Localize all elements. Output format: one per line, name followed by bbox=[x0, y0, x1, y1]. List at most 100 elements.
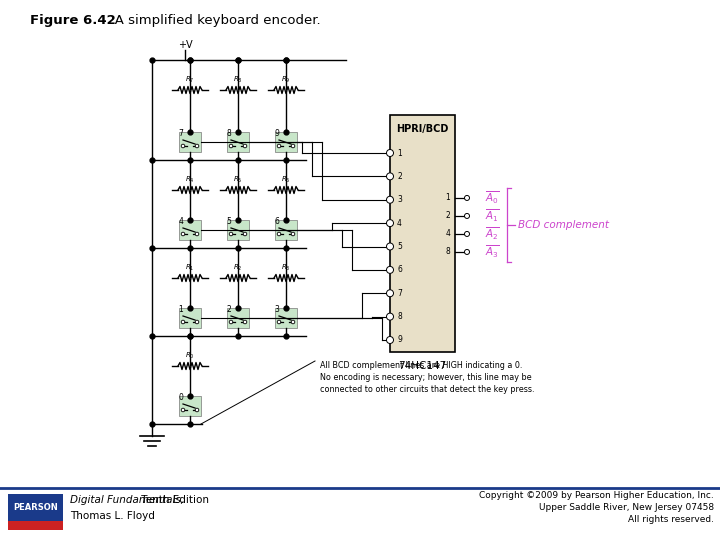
Bar bbox=[179, 396, 201, 416]
Circle shape bbox=[229, 320, 233, 324]
Circle shape bbox=[387, 313, 394, 320]
Bar bbox=[8, 521, 63, 530]
Circle shape bbox=[387, 150, 394, 157]
Text: 1: 1 bbox=[179, 305, 184, 314]
Text: $R_6$: $R_6$ bbox=[281, 175, 291, 185]
Text: 0: 0 bbox=[179, 393, 184, 402]
Text: Digital Fundamentals,: Digital Fundamentals, bbox=[70, 495, 184, 505]
Circle shape bbox=[195, 320, 199, 324]
Circle shape bbox=[181, 408, 185, 412]
Text: 7: 7 bbox=[179, 129, 184, 138]
Circle shape bbox=[181, 232, 185, 236]
Circle shape bbox=[195, 408, 199, 412]
Text: $R_3$: $R_3$ bbox=[282, 263, 291, 273]
Text: 8: 8 bbox=[445, 247, 450, 256]
Circle shape bbox=[387, 173, 394, 180]
Text: +V: +V bbox=[178, 40, 192, 50]
Bar bbox=[227, 308, 249, 328]
Text: $R_1$: $R_1$ bbox=[185, 263, 194, 273]
Text: 2: 2 bbox=[227, 305, 231, 314]
Circle shape bbox=[195, 144, 199, 148]
Circle shape bbox=[277, 144, 281, 148]
Text: $\overline{A_1}$: $\overline{A_1}$ bbox=[485, 208, 500, 224]
Circle shape bbox=[464, 232, 469, 237]
Text: 4: 4 bbox=[397, 219, 402, 228]
Circle shape bbox=[181, 320, 185, 324]
Bar bbox=[227, 132, 249, 152]
Circle shape bbox=[243, 320, 247, 324]
Circle shape bbox=[464, 249, 469, 254]
Circle shape bbox=[243, 144, 247, 148]
Circle shape bbox=[387, 220, 394, 227]
Text: 3: 3 bbox=[274, 305, 279, 314]
Text: 74HC147: 74HC147 bbox=[398, 361, 446, 371]
Text: PEARSON: PEARSON bbox=[13, 503, 58, 511]
Text: $R_2$: $R_2$ bbox=[233, 263, 243, 273]
Text: $R_9$: $R_9$ bbox=[282, 75, 291, 85]
Text: Figure 6.42   A simplified keyboard encoder.: Figure 6.42 A simplified keyboard encode… bbox=[30, 14, 323, 27]
Bar bbox=[275, 132, 297, 152]
Text: 7: 7 bbox=[397, 289, 402, 298]
Text: $\overline{A_0}$: $\overline{A_0}$ bbox=[485, 190, 500, 206]
Circle shape bbox=[277, 320, 281, 324]
Text: No encoding is necessary; however, this line may be: No encoding is necessary; however, this … bbox=[320, 373, 531, 381]
Circle shape bbox=[387, 290, 394, 297]
Text: 9: 9 bbox=[397, 335, 402, 345]
Text: 2: 2 bbox=[397, 172, 402, 181]
Text: 5: 5 bbox=[227, 217, 231, 226]
Bar bbox=[8, 494, 63, 530]
Circle shape bbox=[195, 232, 199, 236]
Text: 9: 9 bbox=[274, 129, 279, 138]
Text: A simplified keyboard encoder.: A simplified keyboard encoder. bbox=[102, 14, 320, 27]
Circle shape bbox=[243, 232, 247, 236]
Text: $R_7$: $R_7$ bbox=[185, 75, 194, 85]
Text: HPRI/BCD: HPRI/BCD bbox=[396, 124, 449, 134]
Bar bbox=[179, 220, 201, 240]
Circle shape bbox=[387, 196, 394, 203]
Text: $\overline{A_3}$: $\overline{A_3}$ bbox=[485, 244, 500, 260]
Circle shape bbox=[464, 195, 469, 200]
Text: 2: 2 bbox=[445, 212, 450, 220]
Text: All BCD complement lines are HIGH indicating a 0.: All BCD complement lines are HIGH indica… bbox=[320, 361, 523, 369]
Circle shape bbox=[387, 243, 394, 250]
Text: connected to other circuits that detect the key press.: connected to other circuits that detect … bbox=[320, 384, 534, 394]
Text: Figure 6.42: Figure 6.42 bbox=[30, 14, 116, 27]
Bar bbox=[179, 132, 201, 152]
Text: Upper Saddle River, New Jersey 07458: Upper Saddle River, New Jersey 07458 bbox=[539, 503, 714, 512]
Circle shape bbox=[387, 266, 394, 273]
Bar bbox=[390, 115, 455, 352]
Text: 1: 1 bbox=[445, 193, 450, 202]
Text: 8: 8 bbox=[227, 129, 231, 138]
Bar bbox=[227, 220, 249, 240]
Circle shape bbox=[291, 144, 294, 148]
Text: 8: 8 bbox=[397, 312, 402, 321]
Text: BCD complement: BCD complement bbox=[518, 220, 609, 230]
Bar bbox=[275, 220, 297, 240]
Circle shape bbox=[387, 336, 394, 343]
Text: $R_0$: $R_0$ bbox=[185, 351, 195, 361]
Text: 4: 4 bbox=[179, 217, 184, 226]
Text: All rights reserved.: All rights reserved. bbox=[628, 516, 714, 524]
Text: $\overline{A_2}$: $\overline{A_2}$ bbox=[485, 226, 500, 242]
Text: 1: 1 bbox=[397, 148, 402, 158]
Text: $R_5$: $R_5$ bbox=[233, 175, 243, 185]
Circle shape bbox=[181, 144, 185, 148]
Circle shape bbox=[277, 232, 281, 236]
Text: Thomas L. Floyd: Thomas L. Floyd bbox=[70, 511, 155, 521]
Text: 5: 5 bbox=[397, 242, 402, 251]
Text: Copyright ©2009 by Pearson Higher Education, Inc.: Copyright ©2009 by Pearson Higher Educat… bbox=[480, 491, 714, 501]
Text: $R_8$: $R_8$ bbox=[233, 75, 243, 85]
Text: 4: 4 bbox=[445, 230, 450, 239]
Bar bbox=[275, 308, 297, 328]
Circle shape bbox=[229, 232, 233, 236]
Text: 3: 3 bbox=[397, 195, 402, 204]
Circle shape bbox=[291, 320, 294, 324]
Circle shape bbox=[464, 213, 469, 219]
Circle shape bbox=[291, 232, 294, 236]
Text: $R_4$: $R_4$ bbox=[185, 175, 195, 185]
Circle shape bbox=[229, 144, 233, 148]
Bar bbox=[179, 308, 201, 328]
Text: 6: 6 bbox=[274, 217, 279, 226]
Text: 6: 6 bbox=[397, 265, 402, 274]
Text: Tenth Edition: Tenth Edition bbox=[138, 495, 209, 505]
